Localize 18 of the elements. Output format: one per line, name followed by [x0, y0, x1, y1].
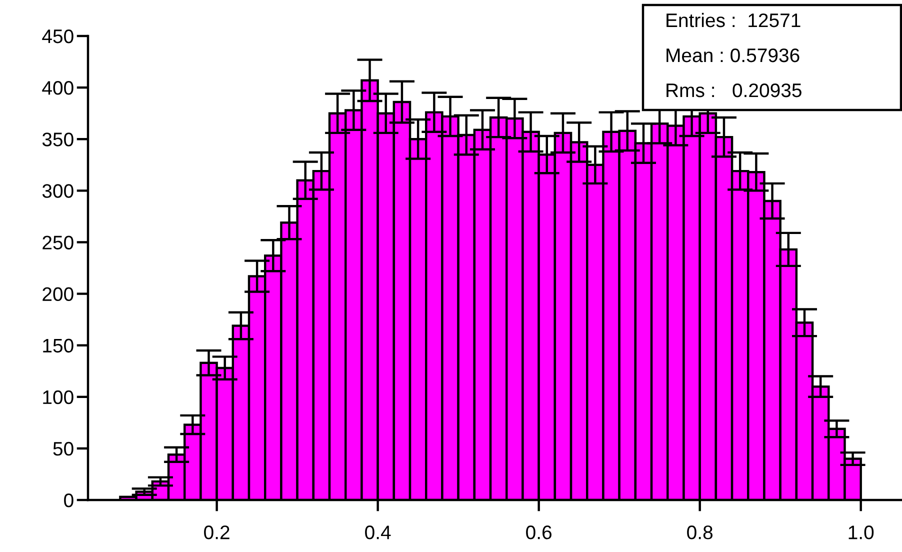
x-tick-label: 0.6	[526, 526, 552, 540]
y-tick-label: 250	[42, 236, 74, 250]
y-tick-label: 400	[42, 81, 74, 95]
y-tick-label: 100	[43, 390, 74, 404]
x-tick-label: 1.0	[848, 526, 874, 540]
y-tick-label: 50	[53, 442, 74, 456]
annotation: Rms : 0.20935	[666, 83, 802, 98]
y-tick-label: 300	[42, 184, 74, 198]
annotation: Mean : 0.57936	[666, 48, 800, 62]
y-tick-label: 450	[42, 29, 74, 44]
y-tick-label: 200	[42, 287, 74, 302]
x-tick-label: 0.2	[204, 526, 230, 540]
text: Entries : 12571	[666, 12, 800, 28]
y-tick-label: 350	[42, 132, 74, 146]
y-tick-label: 150	[43, 338, 74, 353]
y-tick-label: 0	[64, 493, 74, 508]
x-tick-label: 0.4	[365, 526, 391, 540]
x-tick-label: 0.8	[687, 526, 713, 540]
